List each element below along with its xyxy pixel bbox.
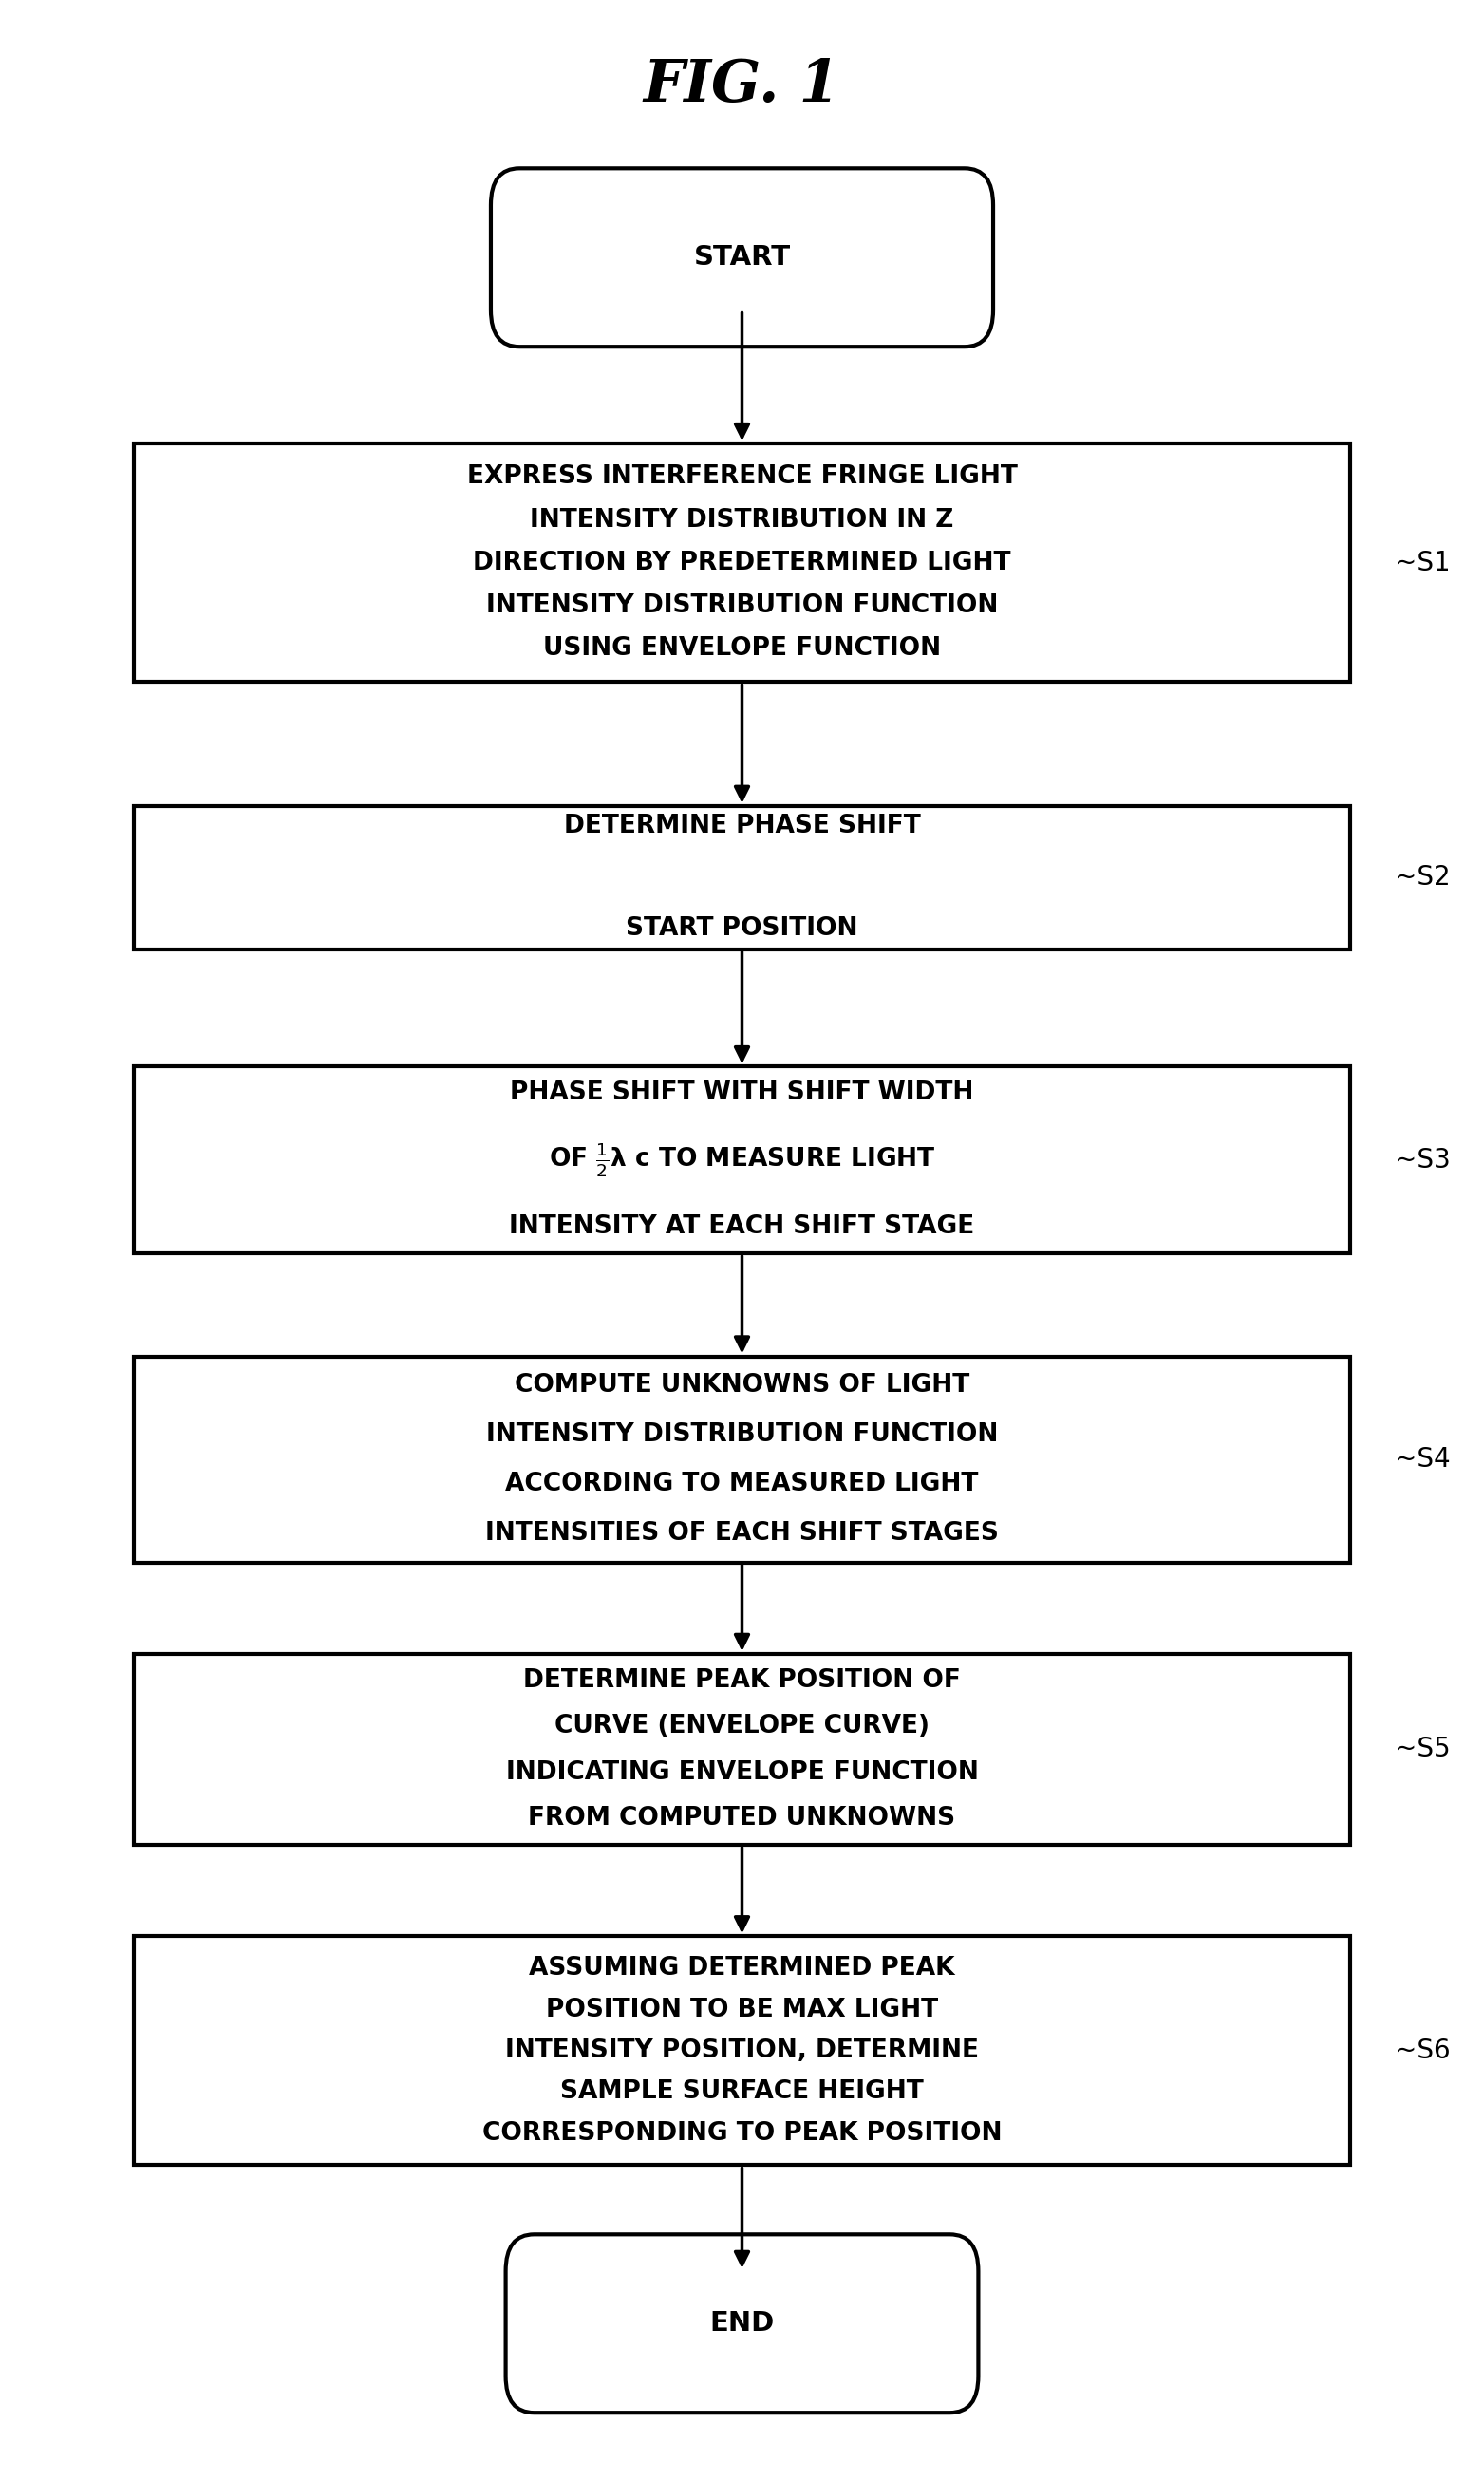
Text: DETERMINE PEAK POSITION OF: DETERMINE PEAK POSITION OF bbox=[524, 1669, 960, 1694]
Text: END: END bbox=[709, 2311, 775, 2336]
Text: PHASE SHIFT WITH SHIFT WIDTH: PHASE SHIFT WITH SHIFT WIDTH bbox=[510, 1081, 974, 1106]
Text: CORRESPONDING TO PEAK POSITION: CORRESPONDING TO PEAK POSITION bbox=[482, 2120, 1002, 2145]
Text: INTENSITY AT EACH SHIFT STAGE: INTENSITY AT EACH SHIFT STAGE bbox=[509, 1215, 975, 1240]
Text: ~S2: ~S2 bbox=[1395, 863, 1451, 890]
Text: OF $\frac{1}{2}$λ c TO MEASURE LIGHT: OF $\frac{1}{2}$λ c TO MEASURE LIGHT bbox=[549, 1141, 935, 1178]
Bar bbox=[134, 1066, 1350, 1252]
Text: CURVE (ENVELOPE CURVE): CURVE (ENVELOPE CURVE) bbox=[555, 1714, 929, 1738]
Text: INTENSITY DISTRIBUTION FUNCTION: INTENSITY DISTRIBUTION FUNCTION bbox=[485, 593, 999, 618]
Text: EXPRESS INTERFERENCE FRINGE LIGHT: EXPRESS INTERFERENCE FRINGE LIGHT bbox=[466, 464, 1018, 489]
Bar bbox=[134, 1937, 1350, 2165]
Text: ~S3: ~S3 bbox=[1395, 1146, 1451, 1173]
Bar bbox=[134, 806, 1350, 950]
Text: ACCORDING TO MEASURED LIGHT: ACCORDING TO MEASURED LIGHT bbox=[506, 1471, 978, 1495]
Bar bbox=[134, 1654, 1350, 1845]
Text: FIG. 1: FIG. 1 bbox=[644, 57, 840, 114]
Text: DIRECTION BY PREDETERMINED LIGHT: DIRECTION BY PREDETERMINED LIGHT bbox=[473, 551, 1011, 575]
Text: INTENSITY DISTRIBUTION IN Z: INTENSITY DISTRIBUTION IN Z bbox=[530, 508, 954, 533]
Text: DETERMINE PHASE SHIFT: DETERMINE PHASE SHIFT bbox=[564, 813, 920, 838]
Bar bbox=[134, 1357, 1350, 1562]
Text: POSITION TO BE MAX LIGHT: POSITION TO BE MAX LIGHT bbox=[546, 1996, 938, 2021]
Text: USING ENVELOPE FUNCTION: USING ENVELOPE FUNCTION bbox=[543, 637, 941, 662]
Text: COMPUTE UNKNOWNS OF LIGHT: COMPUTE UNKNOWNS OF LIGHT bbox=[515, 1374, 969, 1399]
Text: INTENSITY POSITION, DETERMINE: INTENSITY POSITION, DETERMINE bbox=[505, 2039, 979, 2063]
Text: ~S1: ~S1 bbox=[1395, 551, 1451, 575]
Text: ~S4: ~S4 bbox=[1395, 1446, 1451, 1473]
Text: INTENSITIES OF EACH SHIFT STAGES: INTENSITIES OF EACH SHIFT STAGES bbox=[485, 1520, 999, 1545]
FancyBboxPatch shape bbox=[506, 2234, 978, 2413]
Text: ~S6: ~S6 bbox=[1395, 2039, 1451, 2063]
Text: ~S5: ~S5 bbox=[1395, 1736, 1451, 1763]
Bar bbox=[134, 444, 1350, 682]
Text: SAMPLE SURFACE HEIGHT: SAMPLE SURFACE HEIGHT bbox=[561, 2081, 923, 2106]
FancyBboxPatch shape bbox=[491, 169, 993, 347]
Text: FROM COMPUTED UNKNOWNS: FROM COMPUTED UNKNOWNS bbox=[528, 1805, 956, 1830]
Text: INTENSITY DISTRIBUTION FUNCTION: INTENSITY DISTRIBUTION FUNCTION bbox=[485, 1424, 999, 1446]
Text: START POSITION: START POSITION bbox=[626, 918, 858, 942]
Text: INDICATING ENVELOPE FUNCTION: INDICATING ENVELOPE FUNCTION bbox=[506, 1761, 978, 1786]
Text: START: START bbox=[693, 243, 791, 270]
Text: ASSUMING DETERMINED PEAK: ASSUMING DETERMINED PEAK bbox=[530, 1957, 954, 1982]
